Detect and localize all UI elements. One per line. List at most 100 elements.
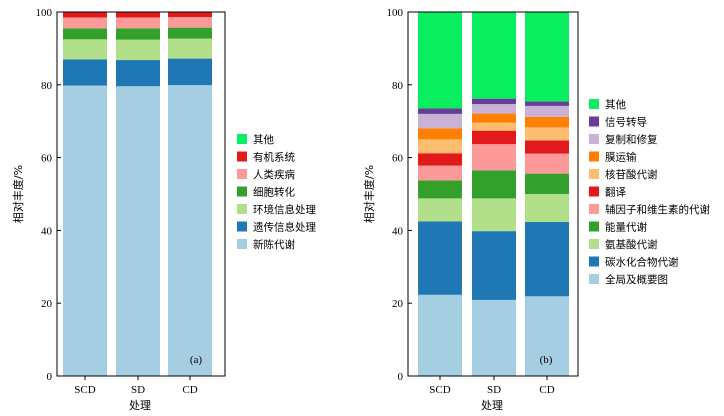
bar-segment-SCD-1 <box>63 85 107 376</box>
legend-swatch <box>589 239 599 249</box>
legend-label: 新陈代谢 <box>253 238 295 251</box>
bar-segment-SD-5 <box>472 144 516 171</box>
bar-segment-SCD-1 <box>418 294 462 376</box>
bar-segment-SCD-8 <box>418 128 462 140</box>
bar-segment-CD-7 <box>525 127 569 141</box>
bar-segment-SD-6 <box>116 12 160 18</box>
bar-segment-CD-2 <box>525 222 569 297</box>
x-tick-label: CD <box>182 384 197 396</box>
bar-segment-SD-1 <box>472 299 516 376</box>
legend-swatch <box>237 134 247 144</box>
plot-frame <box>407 11 579 377</box>
bar-segment-SCD-11 <box>418 12 462 109</box>
legend-label: 其他 <box>605 98 626 111</box>
x-tick-label: SCD <box>429 384 450 396</box>
bar-segment-CD-3 <box>525 194 569 223</box>
bar-segment-SD-11 <box>472 12 516 99</box>
bar-segment-SCD-6 <box>63 12 107 18</box>
legend-swatch <box>589 169 599 179</box>
legend-swatch <box>589 256 599 267</box>
legend-label: 翻译 <box>605 186 626 199</box>
legend-label: 信号转导 <box>605 116 647 129</box>
bar-segment-SCD-9 <box>418 113 462 129</box>
bar-segment-CD-10 <box>525 101 569 106</box>
panel-b: 0 20 40 60 80 100 SCD SD CD 处理 相对丰度/% (b) 全局及概要图碳水化合… <box>362 7 710 412</box>
legend-label: 遗传信息处理 <box>253 221 316 234</box>
x-axis-title: 处理 <box>129 399 151 412</box>
bar-segment-SD-4 <box>472 170 516 199</box>
legend-swatch <box>589 221 599 232</box>
bar-segment-SD-7 <box>472 122 516 131</box>
legend-label: 碳水化合物代谢 <box>605 256 679 269</box>
y-tick-label: 80 <box>41 80 53 92</box>
bar-segment-CD-6 <box>168 12 212 18</box>
legend-label: 其他 <box>253 133 274 146</box>
bar-segment-SD-8 <box>472 113 516 123</box>
panel-label: (b) <box>540 354 553 366</box>
legend-label: 全局及概要图 <box>605 273 668 286</box>
y-axis-title: 相对丰度/% <box>362 165 376 223</box>
panel-label: (a) <box>190 354 203 366</box>
legend-swatch <box>237 239 247 249</box>
legend-swatch <box>237 169 247 179</box>
legend-swatch <box>589 151 599 162</box>
bar-segment-CD-3 <box>168 38 212 59</box>
legend-label: 氨基酸代谢 <box>605 238 658 251</box>
y-tick-label: 20 <box>392 298 404 310</box>
legend-label: 膜运输 <box>605 151 637 164</box>
bar-segment-SCD-7 <box>418 139 462 154</box>
legend-swatch <box>237 151 247 162</box>
bar-segment-SD-4 <box>116 28 160 40</box>
legend-swatch <box>589 134 599 144</box>
bar-segment-SCD-6 <box>418 153 462 166</box>
bar-segment-SCD-4 <box>418 180 462 199</box>
bar-segment-SD-5 <box>116 17 160 29</box>
y-tick-label: 60 <box>41 153 53 165</box>
bar-segment-SD-2 <box>116 60 160 87</box>
legend-label: 有机系统 <box>253 151 295 164</box>
y-tick-label: 60 <box>392 153 404 165</box>
x-tick-label: SD <box>131 384 145 396</box>
legend-label: 环境信息处理 <box>253 203 316 216</box>
bar-segment-CD-5 <box>168 17 212 28</box>
legend-swatch <box>589 99 599 109</box>
legend-label: 复制和修复 <box>605 133 658 146</box>
legend-label: 细胞转化 <box>253 186 295 199</box>
bar-segment-SCD-2 <box>63 59 107 86</box>
bar-segment-SCD-10 <box>418 108 462 114</box>
bar-segment-SD-3 <box>472 198 516 232</box>
bar-segment-CD-9 <box>525 105 569 117</box>
y-tick-label: 100 <box>36 7 53 19</box>
legend-swatch <box>589 274 599 284</box>
legend-swatch <box>237 186 247 197</box>
bar-segment-CD-8 <box>525 116 569 128</box>
bar-segment-CD-5 <box>525 153 569 174</box>
bar-segment-SCD-3 <box>418 198 462 222</box>
y-tick-label: 40 <box>41 225 53 237</box>
panel-a: 0 20 40 60 80 100 SCD SD CD 处理 相对丰度/% (a) 新陈代谢 遗传信息处理… <box>11 7 316 412</box>
x-tick-label: SCD <box>74 384 95 396</box>
legend-swatch <box>237 221 247 232</box>
bar-segment-SD-9 <box>472 104 516 114</box>
bar-segment-CD-11 <box>525 12 569 102</box>
bar-segment-CD-6 <box>525 140 569 154</box>
bar-segment-CD-4 <box>168 27 212 39</box>
y-axis-title: 相对丰度/% <box>11 165 25 223</box>
y-tick-label: 0 <box>47 371 53 383</box>
plot-frame <box>56 11 226 377</box>
legend-swatch <box>589 204 599 214</box>
legend-label: 人类疾病 <box>253 168 295 181</box>
bar-segment-CD-2 <box>168 58 212 86</box>
bar-segment-CD-1 <box>168 85 212 376</box>
bar-segment-SD-3 <box>116 39 160 61</box>
bar-segment-CD-1 <box>525 296 569 376</box>
legend-label: 能量代谢 <box>605 221 647 234</box>
y-tick-label: 40 <box>392 225 404 237</box>
legend-label: 辅因子和维生素的代谢 <box>605 203 710 216</box>
legend-swatch <box>237 204 247 214</box>
bar-segment-SCD-3 <box>63 39 107 60</box>
bar-segment-SCD-2 <box>418 221 462 295</box>
y-tick-label: 0 <box>398 371 404 383</box>
y-tick-label: 100 <box>387 7 404 19</box>
